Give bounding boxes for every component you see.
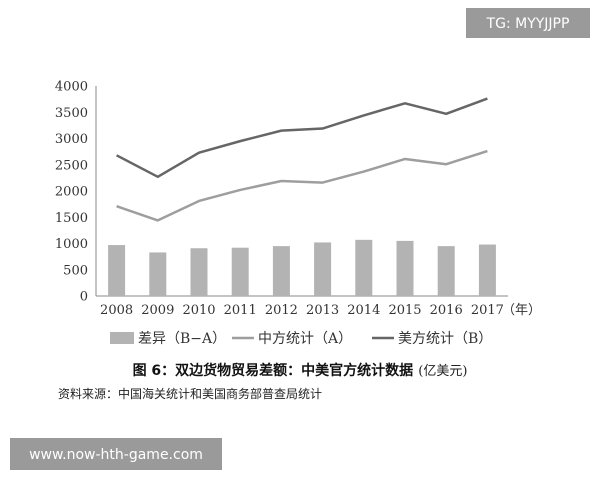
y-tick-label: 3000	[55, 132, 88, 147]
watermark-bottom: www.now-hth-game.com	[10, 438, 222, 470]
watermark-bottom-text: www.now-hth-game.com	[29, 447, 203, 463]
watermark-top-bg	[466, 8, 590, 38]
y-tick-label: 2000	[55, 185, 88, 200]
y-tick-label: 0	[80, 290, 88, 305]
legend-item-us: 美方统计（B）	[372, 331, 492, 347]
bar-mark	[149, 252, 167, 296]
figure-caption-main: 图 6：双边货物贸易差额：中美官方统计数据	[133, 362, 414, 379]
x-tick-labels: 2008 2009 2010 2011 2012 2013 2014 2015 2016 2017	[100, 303, 504, 318]
watermark-top-text: TG: MYYJJPP	[486, 16, 570, 32]
bar-mark	[478, 244, 496, 296]
bar-series	[108, 239, 496, 296]
legend-us-label: 美方统计（B）	[398, 331, 492, 347]
y-tick-label: 1000	[55, 237, 88, 252]
bar-mark	[396, 240, 414, 296]
y-tick-labels: 0 500 1000 1500 2000 2500 3000 3500 4000	[55, 80, 88, 305]
y-tick-label: 2500	[55, 158, 88, 173]
watermark-bottom-bg	[10, 438, 222, 470]
legend-bar-label: 差异（B−A）	[138, 331, 226, 347]
x-tick-label: 2017	[471, 303, 504, 318]
bar-mark	[190, 248, 208, 296]
figure-caption-unit: (亿美元)	[418, 364, 467, 379]
figure-caption: 图 6：双边货物贸易差额：中美官方统计数据 (亿美元)	[133, 360, 468, 379]
legend-china-label: 中方统计（A）	[258, 331, 352, 347]
x-tick-label: 2013	[306, 303, 339, 318]
x-tick-label: 2015	[388, 303, 421, 318]
bar-mark	[108, 245, 126, 296]
x-tick-label: 2008	[100, 303, 133, 318]
bar-mark	[437, 246, 455, 296]
line-series	[116, 97, 488, 222]
x-tick-label: 2014	[347, 303, 380, 318]
legend-item-china: 中方统计（A）	[232, 331, 352, 347]
x-tick-label: 2011	[224, 303, 257, 318]
us-series-line	[116, 97, 488, 179]
x-tick-label: 2010	[182, 303, 215, 318]
bar-mark	[272, 246, 290, 296]
x-tick-label: 2009	[141, 303, 174, 318]
x-tick-label: 2016	[430, 303, 463, 318]
y-tick-label: 500	[63, 263, 88, 278]
x-tick-label: 2012	[265, 303, 298, 318]
legend: 差异（B−A） 中方统计（A） 美方统计（B）	[110, 331, 492, 347]
y-tick-label: 1500	[55, 211, 88, 226]
bar-mark	[231, 247, 249, 296]
legend-item-bar: 差异（B−A）	[110, 331, 226, 347]
y-tick-label: 3500	[55, 106, 88, 121]
legend-bar-swatch	[110, 332, 134, 344]
source-note: 资料来源：中国海关统计和美国商务部普查局统计	[58, 386, 322, 401]
x-axis-unit: （年）	[502, 303, 541, 318]
bar-mark	[314, 242, 332, 296]
y-tick-label: 4000	[55, 80, 88, 95]
watermark-top: TG: MYYJJPP	[466, 8, 590, 38]
bar-mark	[355, 239, 373, 296]
china-series-line	[116, 149, 488, 222]
